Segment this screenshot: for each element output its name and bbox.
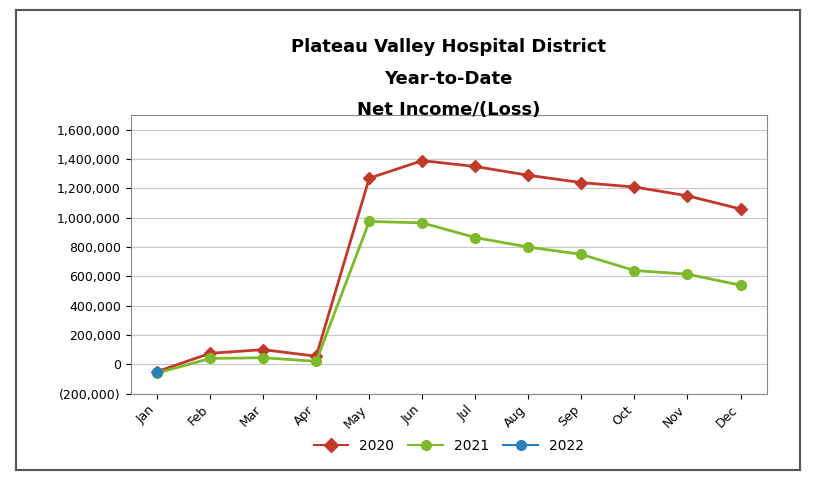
2020 xyxy=(576,180,586,185)
2021 xyxy=(258,355,268,360)
Text: Plateau Valley Hospital District: Plateau Valley Hospital District xyxy=(291,38,606,56)
2021 xyxy=(470,235,480,240)
2020 xyxy=(470,164,480,169)
2021 xyxy=(417,220,428,226)
2020 xyxy=(312,353,322,359)
2020 xyxy=(258,347,268,352)
Line: 2020: 2020 xyxy=(153,156,745,376)
2020 xyxy=(630,184,640,190)
2021 xyxy=(152,370,162,376)
Text: Net Income/(Loss): Net Income/(Loss) xyxy=(357,101,540,119)
2020 xyxy=(736,206,746,212)
Legend: 2020, 2021, 2022: 2020, 2021, 2022 xyxy=(308,433,589,459)
2021 xyxy=(630,268,640,274)
2020 xyxy=(682,193,692,199)
2021 xyxy=(736,282,746,288)
Line: 2021: 2021 xyxy=(153,216,745,378)
2021 xyxy=(312,359,322,364)
2020 xyxy=(417,158,428,164)
2021 xyxy=(682,271,692,277)
2020 xyxy=(206,350,215,356)
2021 xyxy=(524,244,534,250)
Text: Year-to-Date: Year-to-Date xyxy=(384,70,513,88)
2020 xyxy=(524,172,534,178)
2021 xyxy=(576,252,586,257)
2021 xyxy=(206,356,215,361)
2021 xyxy=(364,218,374,224)
2020 xyxy=(152,369,162,374)
2020 xyxy=(364,175,374,181)
